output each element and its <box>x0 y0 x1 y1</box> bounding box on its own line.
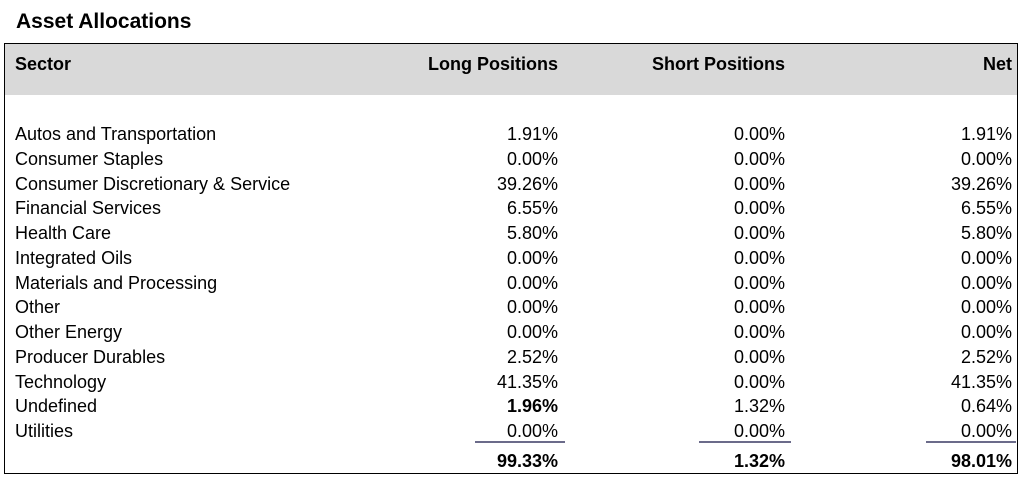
table-row: Technology 41.35% 0.00% 41.35% <box>5 370 1017 395</box>
cell-sector: Consumer Discretionary & Service <box>15 173 291 194</box>
cell-net: 0.00% <box>960 421 1012 441</box>
cell-short: 0.00% <box>733 322 785 342</box>
cell-net: 41.35% <box>950 371 1012 392</box>
cell-short: 0.00% <box>733 198 785 219</box>
table-row: Utilities 0.00% 0.00% 0.00% <box>5 419 1017 444</box>
cell-long: 41.35% <box>496 371 558 392</box>
total-underline-net <box>926 441 1016 443</box>
cell-short: 0.00% <box>733 148 785 169</box>
cell-net: 39.26% <box>950 173 1012 194</box>
header-short-positions: Short Positions <box>651 54 785 74</box>
table-row: Producer Durables 2.52% 0.00% 2.52% <box>5 345 1017 370</box>
table-row: Undefined 1.96% 1.32% 0.64% <box>5 394 1017 419</box>
cell-sector: Producer Durables <box>15 346 166 367</box>
cell-long: 0.00% <box>506 247 558 268</box>
cell-long: 6.55% <box>506 198 558 219</box>
table-row: Integrated Oils 0.00% 0.00% 0.00% <box>5 246 1017 271</box>
cell-long: 0.00% <box>506 322 558 342</box>
header-long-positions: Long Positions <box>428 54 558 74</box>
total-underline-short <box>699 441 791 443</box>
cell-short: 1.32% <box>733 396 785 417</box>
allocation-table: Sector Long Positions Short Positions Ne… <box>4 43 1018 474</box>
cell-short: 0.00% <box>733 124 785 144</box>
cell-sector: Autos and Transportation <box>15 124 217 144</box>
cell-sector: Other <box>15 297 61 318</box>
cell-short: 0.00% <box>733 371 785 392</box>
cell-sector: Utilities <box>15 421 74 441</box>
cell-sector: Consumer Staples <box>15 148 164 169</box>
totals-row: 99.33% 1.32% 98.01% <box>5 449 1017 473</box>
cell-net: 5.80% <box>960 223 1012 243</box>
table-row: Other Energy 0.00% 0.00% 0.00% <box>5 320 1017 345</box>
header-net: Net <box>982 54 1012 74</box>
table-row: Health Care 5.80% 0.00% 5.80% <box>5 221 1017 246</box>
cell-long: 1.96% <box>506 396 558 417</box>
table-row: Autos and Transportation 1.91% 0.00% 1.9… <box>5 122 1017 147</box>
cell-net: 1.91% <box>960 124 1012 144</box>
cell-short: 0.00% <box>733 297 785 318</box>
table-row: Consumer Staples 0.00% 0.00% 0.00% <box>5 147 1017 172</box>
total-net: 98.01% <box>950 451 1012 471</box>
total-short: 1.32% <box>733 451 785 471</box>
cell-sector: Integrated Oils <box>15 247 133 268</box>
cell-sector: Other Energy <box>15 322 123 342</box>
table-row: Materials and Processing 0.00% 0.00% 0.0… <box>5 271 1017 296</box>
table-header: Sector Long Positions Short Positions Ne… <box>5 44 1017 95</box>
cell-short: 0.00% <box>733 247 785 268</box>
cell-sector: Materials and Processing <box>15 272 218 293</box>
cell-long: 0.00% <box>506 272 558 293</box>
cell-net: 0.00% <box>960 322 1012 342</box>
cell-short: 0.00% <box>733 272 785 293</box>
cell-net: 6.55% <box>960 198 1012 219</box>
table-row: Other 0.00% 0.00% 0.00% <box>5 295 1017 320</box>
cell-net: 0.00% <box>960 297 1012 318</box>
cell-sector: Financial Services <box>15 198 162 219</box>
cell-long: 2.52% <box>506 346 558 367</box>
cell-short: 0.00% <box>733 173 785 194</box>
cell-net: 0.00% <box>960 247 1012 268</box>
cell-net: 0.64% <box>960 396 1012 417</box>
cell-net: 2.52% <box>960 346 1012 367</box>
cell-long: 0.00% <box>506 148 558 169</box>
table-row: Consumer Discretionary & Service 39.26% … <box>5 172 1017 197</box>
cell-sector: Technology <box>15 371 107 392</box>
total-underline-long <box>475 441 565 443</box>
header-sector: Sector <box>15 54 72 74</box>
cell-long: 39.26% <box>496 173 558 194</box>
cell-net: 0.00% <box>960 272 1012 293</box>
cell-sector: Health Care <box>15 223 112 243</box>
cell-short: 0.00% <box>733 346 785 367</box>
cell-short: 0.00% <box>733 223 785 243</box>
cell-short: 0.00% <box>733 421 785 441</box>
table-body: Autos and Transportation 1.91% 0.00% 1.9… <box>5 122 1017 444</box>
table-row: Financial Services 6.55% 0.00% 6.55% <box>5 196 1017 221</box>
cell-net: 0.00% <box>960 148 1012 169</box>
cell-long: 5.80% <box>506 223 558 243</box>
cell-long: 0.00% <box>506 421 558 441</box>
total-long: 99.33% <box>496 451 558 471</box>
cell-long: 0.00% <box>506 297 558 318</box>
page-title: Asset Allocations <box>16 10 192 33</box>
cell-sector: Undefined <box>15 396 98 417</box>
cell-long: 1.91% <box>506 124 558 144</box>
